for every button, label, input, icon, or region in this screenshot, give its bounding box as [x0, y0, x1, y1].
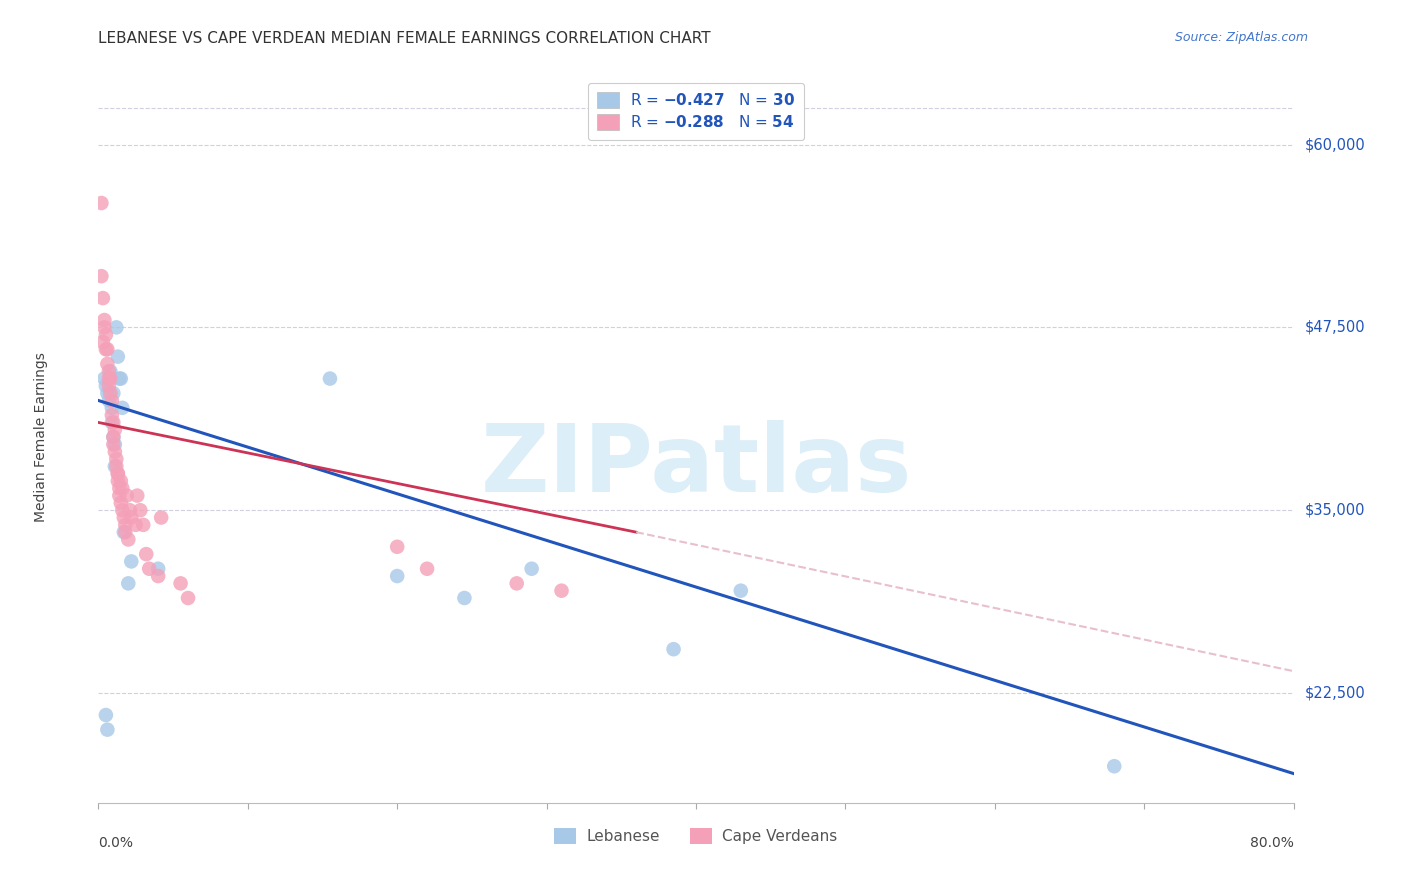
Point [101, 393, 124, 408]
Point [115, 489, 138, 503]
Point [385, 540, 409, 554]
Point [94, 708, 117, 723]
Point [96, 343, 118, 357]
Point [104, 444, 127, 458]
Point [1104, 759, 1126, 773]
Point [93, 313, 115, 327]
Point [98, 364, 122, 378]
Text: ZIPatlas: ZIPatlas [481, 420, 911, 512]
Point [94, 343, 117, 357]
Point [117, 533, 139, 547]
Point [112, 510, 135, 524]
Point [94, 327, 117, 342]
Text: 80.0%: 80.0% [1250, 836, 1294, 850]
Point [104, 423, 127, 437]
Point [103, 437, 125, 451]
Point [98, 386, 122, 401]
Point [97, 379, 120, 393]
Text: $47,500: $47,500 [1305, 320, 1365, 334]
Point [111, 503, 134, 517]
Text: Median Female Earnings: Median Female Earnings [34, 352, 48, 522]
Point [177, 591, 200, 605]
Point [103, 430, 125, 444]
Point [97, 393, 120, 408]
Point [416, 562, 439, 576]
Point [662, 642, 685, 657]
Point [120, 510, 142, 524]
Point [107, 474, 129, 488]
Point [110, 474, 132, 488]
Point [98, 386, 122, 401]
Point [97, 371, 120, 385]
Point [319, 371, 342, 385]
Point [91, 291, 114, 305]
Point [506, 576, 529, 591]
Point [101, 408, 124, 422]
Point [385, 569, 409, 583]
Point [90, 269, 112, 284]
Point [103, 386, 125, 401]
Point [550, 583, 572, 598]
Point [453, 591, 475, 605]
Point [117, 576, 139, 591]
Point [105, 452, 128, 467]
Point [101, 401, 124, 415]
Point [108, 371, 131, 385]
Point [132, 517, 155, 532]
Point [105, 459, 128, 474]
Point [104, 459, 127, 474]
Point [97, 364, 120, 378]
Point [107, 350, 129, 364]
Point [150, 510, 173, 524]
Point [98, 371, 122, 385]
Point [129, 503, 152, 517]
Point [96, 386, 118, 401]
Point [169, 576, 191, 591]
Point [111, 481, 134, 495]
Point [110, 371, 132, 385]
Text: $60,000: $60,000 [1305, 137, 1365, 152]
Point [114, 525, 136, 540]
Point [135, 547, 157, 561]
Point [107, 467, 129, 481]
Point [107, 467, 129, 481]
Point [520, 562, 543, 576]
Point [148, 562, 170, 576]
Legend: Lebanese, Cape Verdeans: Lebanese, Cape Verdeans [548, 822, 844, 850]
Point [103, 430, 125, 444]
Text: $35,000: $35,000 [1305, 503, 1365, 517]
Point [90, 196, 112, 211]
Point [101, 416, 124, 430]
Point [148, 569, 170, 583]
Point [103, 416, 125, 430]
Point [118, 503, 141, 517]
Point [105, 320, 128, 334]
Text: 0.0%: 0.0% [98, 836, 134, 850]
Point [108, 489, 131, 503]
Point [127, 489, 149, 503]
Point [96, 723, 118, 737]
Point [112, 525, 135, 540]
Point [120, 554, 142, 568]
Point [104, 437, 127, 451]
Point [93, 371, 115, 385]
Point [114, 517, 136, 532]
Text: $22,500: $22,500 [1305, 686, 1365, 700]
Point [111, 401, 134, 415]
Point [96, 357, 118, 371]
Text: LEBANESE VS CAPE VERDEAN MEDIAN FEMALE EARNINGS CORRELATION CHART: LEBANESE VS CAPE VERDEAN MEDIAN FEMALE E… [98, 31, 711, 46]
Text: Source: ZipAtlas.com: Source: ZipAtlas.com [1174, 31, 1308, 45]
Point [110, 496, 132, 510]
Point [93, 320, 115, 334]
Point [125, 517, 148, 532]
Point [730, 583, 752, 598]
Point [138, 562, 160, 576]
Point [108, 481, 131, 495]
Point [91, 334, 114, 349]
Point [94, 379, 117, 393]
